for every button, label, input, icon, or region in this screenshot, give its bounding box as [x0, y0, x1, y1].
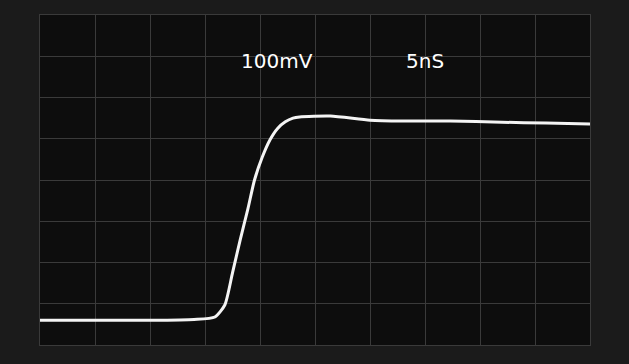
svg-text:100mV: 100mV: [241, 49, 313, 73]
svg-text:5nS: 5nS: [406, 49, 444, 73]
